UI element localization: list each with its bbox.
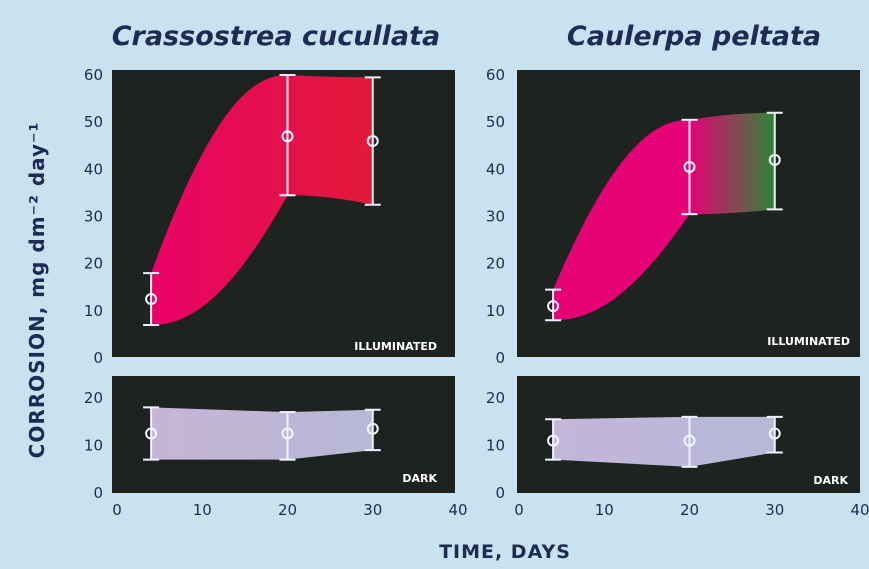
error-band	[553, 416, 775, 467]
mean-point	[683, 160, 696, 173]
error-bar	[364, 408, 381, 452]
error-bar	[143, 272, 160, 326]
y-tick-label: 40	[84, 160, 103, 178]
mean-point	[547, 300, 560, 313]
label-dark-right: DARK	[813, 474, 848, 487]
x-tick-label: 40	[448, 501, 467, 519]
mean-point	[281, 130, 294, 143]
y-tick-label: 20	[486, 389, 505, 407]
error-bar	[766, 415, 783, 454]
error-band	[151, 407, 373, 460]
mean-point	[281, 427, 294, 440]
mean-point	[366, 135, 379, 148]
error-bar	[681, 118, 698, 216]
x-axis-label: TIME, DAYS	[439, 541, 571, 563]
y-tick-label: 30	[486, 208, 505, 226]
mean-point	[768, 427, 781, 440]
y-tick-label: 10	[84, 302, 103, 320]
error-bar	[279, 74, 296, 197]
error-bar	[545, 288, 562, 322]
error-band	[151, 75, 373, 325]
y-tick-label: 0	[93, 484, 103, 502]
mean-point	[145, 293, 158, 306]
mean-point	[768, 153, 781, 166]
x-tick-label: 10	[595, 501, 614, 519]
y-tick-label: 0	[495, 349, 505, 367]
y-tick-label: 50	[84, 113, 103, 131]
y-tick-label: 60	[84, 66, 103, 84]
y-tick-label: 50	[486, 113, 505, 131]
error-bar	[545, 418, 562, 461]
x-tick-label: 30	[765, 501, 784, 519]
error-bar	[364, 76, 381, 206]
label-dark-left: DARK	[402, 472, 437, 485]
mean-point	[683, 434, 696, 447]
panel-bottom-right: 0 10 20 0 10 20 30 40	[486, 389, 869, 519]
y-tick-label: 10	[486, 436, 505, 454]
error-bar	[766, 111, 783, 211]
error-bar	[143, 406, 160, 461]
x-tick-label: 0	[514, 501, 524, 519]
title-right: Caulerpa peltata	[567, 21, 821, 52]
y-tick-label: 20	[84, 389, 103, 407]
y-tick-label: 20	[486, 255, 505, 273]
y-axis-label: CORROSION, mg dm⁻² day⁻¹	[25, 122, 49, 459]
x-tick-label: 30	[363, 501, 382, 519]
mean-point	[366, 422, 379, 435]
x-tick-label: 0	[112, 501, 122, 519]
y-tick-label: 40	[486, 160, 505, 178]
y-tick-label: 0	[495, 484, 505, 502]
x-tick-label: 10	[193, 501, 212, 519]
error-bar	[681, 415, 698, 468]
y-tick-label: 0	[93, 349, 103, 367]
x-tick-label: 20	[278, 501, 297, 519]
panel-top-right: 0 10 20 30 40 50 60	[486, 66, 783, 367]
mean-point	[547, 434, 560, 447]
label-illuminated-right: ILLUMINATED	[767, 335, 850, 348]
x-tick-label: 20	[680, 501, 699, 519]
error-band	[553, 112, 775, 321]
y-tick-label: 60	[486, 66, 505, 84]
mean-point	[145, 427, 158, 440]
panel-bottom-left: 0 10 20 0 10 20 30 40	[84, 389, 468, 519]
label-illuminated-left: ILLUMINATED	[354, 340, 437, 353]
y-tick-label: 10	[84, 436, 103, 454]
y-tick-label: 30	[84, 208, 103, 226]
panel-top-left: 0 10 20 30 40 50 60	[84, 66, 381, 367]
error-bar	[279, 411, 296, 461]
y-tick-label: 20	[84, 255, 103, 273]
y-tick-label: 10	[486, 302, 505, 320]
title-left: Crassostrea cucullata	[112, 21, 441, 52]
x-tick-label: 40	[850, 501, 869, 519]
